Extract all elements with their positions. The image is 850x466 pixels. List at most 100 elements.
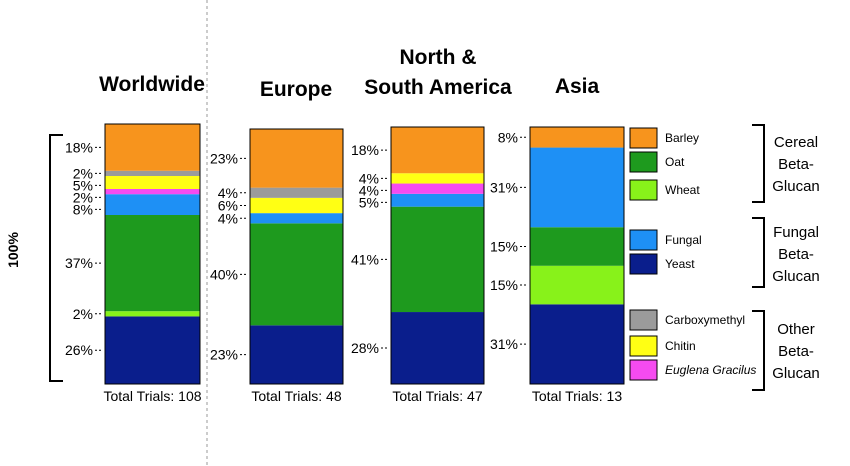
data-label-yeast: 26% — [65, 342, 93, 358]
bar-outline — [104, 123, 201, 385]
bar-segment-barley — [530, 127, 624, 148]
bar-outline — [529, 126, 625, 385]
bar-title: Worldwide — [99, 73, 205, 96]
bar-segment-chitin — [250, 197, 343, 214]
data-label-carboxymethyl: 2% — [73, 165, 93, 181]
group-label: Cereal — [774, 134, 818, 151]
legend-label: Wheat — [665, 183, 700, 197]
legend-swatch — [629, 127, 658, 149]
data-label-yeast: 28% — [351, 340, 379, 356]
bar-segment-fungal — [530, 147, 624, 228]
legend-item-barley: Barley — [629, 127, 699, 149]
data-label-wheat: 15% — [490, 277, 518, 293]
y-axis-label: 100% — [5, 232, 21, 268]
legend-label: Chitin — [665, 339, 696, 353]
legend-swatch — [629, 253, 658, 275]
bar-title: North & — [400, 46, 477, 69]
data-label-fungal: 4% — [218, 210, 238, 226]
data-label-yeast: 23% — [210, 347, 238, 363]
data-label-fungal: 5% — [359, 194, 379, 210]
legend-label: Carboxymethyl — [665, 313, 745, 327]
bar-segment-fungal — [105, 194, 200, 215]
group-label: Glucan — [772, 268, 820, 285]
bar-asia: 8% 31% 15% 15% 31% Asia Total Trials: 13 — [490, 75, 625, 404]
bar-segment-barley — [105, 124, 200, 171]
bar-segment-oat — [250, 223, 343, 326]
legend-item-wheat: Wheat — [629, 179, 700, 201]
group-bracket — [752, 310, 765, 391]
data-label-barley: 8% — [498, 129, 518, 145]
bar-segment-yeast — [105, 316, 200, 384]
bar-segment-carboxymethyl — [250, 187, 343, 198]
bar-segment-oat — [530, 227, 624, 266]
bar-title: South America — [364, 76, 512, 99]
data-label-wheat: 2% — [73, 306, 93, 322]
legend-item-yeast: Yeast — [629, 253, 695, 275]
legend-item-fungal: Fungal — [629, 229, 702, 251]
legend-label: Fungal — [665, 233, 702, 247]
legend-group-cereal-beta-glucan: Cereal Beta- Glucan — [752, 124, 820, 203]
legend-item-euglena-gracilus: Euglena Gracilus — [629, 359, 756, 381]
y-bracket — [49, 134, 63, 382]
legend-swatch — [629, 309, 658, 331]
bar-europe: 23% 4%6%4% 40% 23% Europe Total Trials: 48 — [210, 78, 344, 404]
legend-label: Yeast — [665, 257, 695, 271]
data-label-fungal: 8% — [73, 201, 93, 217]
group-label: Fungal — [773, 224, 819, 241]
bar-outline — [390, 126, 485, 385]
group-bracket — [752, 217, 765, 288]
bar-segment-chitin — [391, 173, 484, 184]
legend-item-oat: Oat — [629, 151, 685, 173]
total-trials-label: Total Trials: 108 — [103, 388, 201, 404]
legend-swatch — [629, 359, 658, 381]
legend-group-fungal-beta-glucan: Fungal Beta- Glucan — [752, 217, 820, 288]
group-label: Beta- — [778, 156, 814, 173]
data-label-chitin: 5% — [73, 177, 93, 193]
legend-swatch — [629, 335, 658, 357]
bar-segment-barley — [391, 127, 484, 174]
data-label-yeast: 31% — [490, 336, 518, 352]
bar-segment-barley — [250, 129, 343, 188]
bar-segment-wheat — [105, 311, 200, 317]
legend-swatch — [629, 229, 658, 251]
data-label-barley: 23% — [210, 150, 238, 166]
data-label-oat: 41% — [351, 251, 379, 267]
data-label-chitin: 4% — [359, 170, 379, 186]
total-trials-label: Total Trials: 48 — [251, 388, 341, 404]
data-label-barley: 18% — [65, 139, 93, 155]
data-label-oat: 40% — [210, 266, 238, 282]
total-trials-label: Total Trials: 47 — [392, 388, 482, 404]
legend-label: Oat — [665, 155, 685, 169]
legend: Barley Oat Wheat Fungal Yeast Carboxymethyl Ch… — [629, 124, 820, 391]
bar-segment-carboxymethyl — [105, 170, 200, 176]
bar-segment-yeast — [250, 325, 343, 384]
bar-segment-oat — [105, 215, 200, 312]
data-label-euglena-gracilus: 4% — [359, 182, 379, 198]
bar-segment-wheat — [530, 265, 624, 305]
bar-segment-yeast — [530, 304, 624, 384]
legend-item-chitin: Chitin — [629, 335, 696, 357]
data-label-oat: 37% — [65, 255, 93, 271]
data-label-chitin: 6% — [218, 198, 238, 214]
group-label: Beta- — [778, 246, 814, 263]
bar-segment-euglena-gracilus — [391, 183, 484, 194]
data-label-fungal: 31% — [490, 179, 518, 195]
data-label-oat: 15% — [490, 239, 518, 255]
bar-segment-fungal — [391, 193, 484, 207]
total-trials-label: Total Trials: 13 — [532, 388, 622, 404]
data-label-euglena-gracilus: 2% — [73, 189, 93, 205]
legend-label: Barley — [665, 131, 699, 145]
group-label: Other — [777, 321, 815, 338]
group-label: Beta- — [778, 343, 814, 360]
legend-group-other-beta-glucan: Other Beta- Glucan — [752, 310, 820, 391]
legend-item-carboxymethyl: Carboxymethyl — [629, 309, 745, 331]
bar-segment-fungal — [250, 213, 343, 224]
bar-segment-euglena-gracilus — [105, 189, 200, 195]
bar-segment-yeast — [391, 312, 484, 384]
legend-label: Euglena Gracilus — [665, 363, 756, 377]
group-label: Glucan — [772, 178, 820, 195]
group-bracket — [752, 124, 765, 203]
